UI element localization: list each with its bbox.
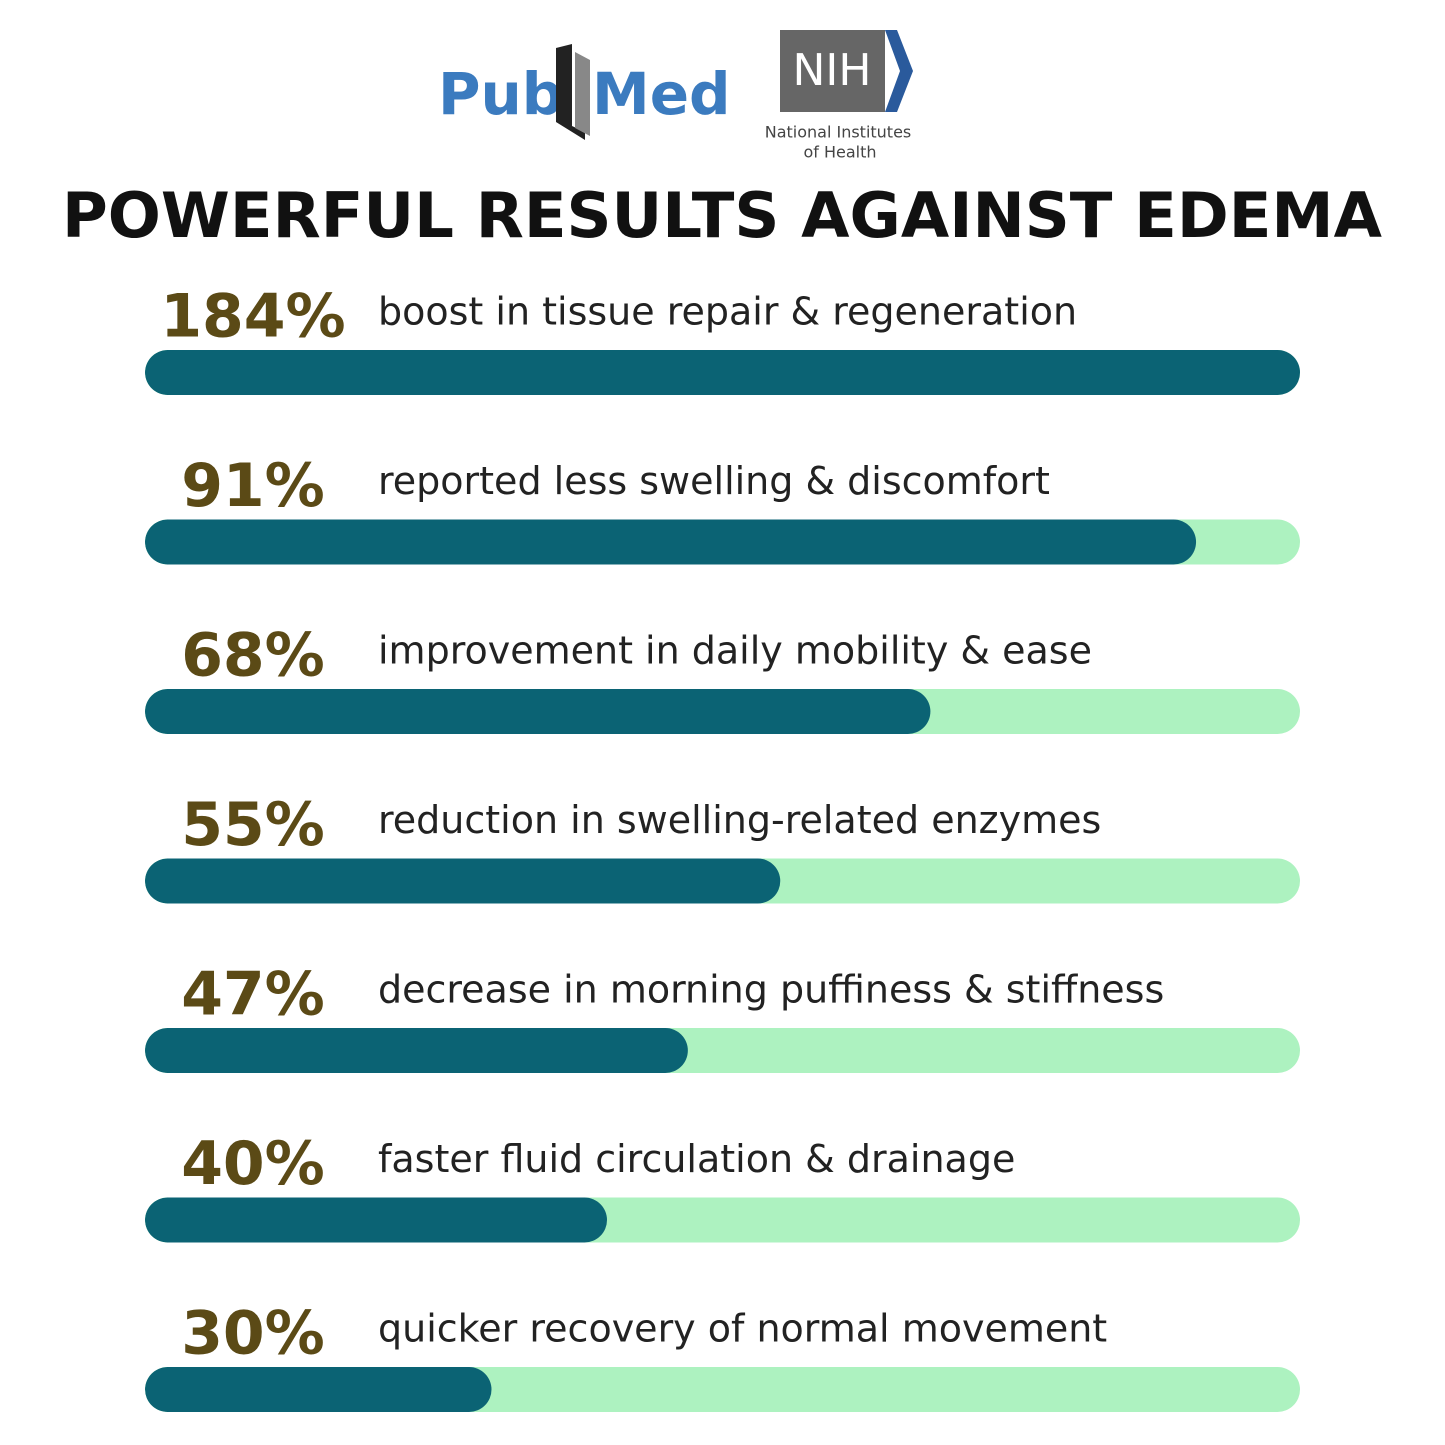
category-label: decrease in morning puffiness & stiffnes… (378, 968, 1164, 1012)
value-label: 30% (181, 1299, 325, 1369)
book-icon (575, 52, 590, 136)
bar (145, 519, 1197, 565)
category-label: improvement in daily mobility & ease (378, 629, 1092, 673)
pubmed-text: Pub (438, 60, 563, 128)
value-label: 184% (160, 282, 345, 352)
category-label: faster fluid circulation & drainage (378, 1137, 1015, 1181)
category-label: boost in tissue repair & regeneration (378, 290, 1077, 334)
category-label: reduction in swelling-related enzymes (378, 798, 1101, 842)
pubmed-text: Med (592, 60, 731, 128)
book-icon (556, 44, 585, 140)
value-label: 91% (181, 451, 325, 521)
nih-chevron (885, 30, 913, 112)
bar (145, 350, 1300, 395)
bar (145, 1028, 688, 1073)
value-label: 55% (181, 790, 325, 860)
value-label: 40% (181, 1129, 325, 1199)
value-label: 68% (181, 621, 325, 691)
nih-text: NIH (793, 45, 872, 96)
pubmed-logo: Pub Med (438, 44, 731, 140)
value-label: 47% (181, 960, 325, 1030)
nih-caption: National Institutes (765, 123, 912, 142)
nih-box (780, 30, 885, 112)
bar (145, 1367, 492, 1412)
chart-title: POWERFUL RESULTS AGAINST EDEMA (62, 179, 1382, 252)
bar (145, 1197, 607, 1243)
nih-caption: of Health (803, 143, 876, 162)
category-label: reported less swelling & discomfort (378, 459, 1050, 503)
bar (145, 858, 781, 904)
nih-logo: NIH National Institutes of Health (765, 30, 913, 162)
bar (145, 689, 931, 734)
category-label: quicker recovery of normal movement (378, 1307, 1107, 1351)
